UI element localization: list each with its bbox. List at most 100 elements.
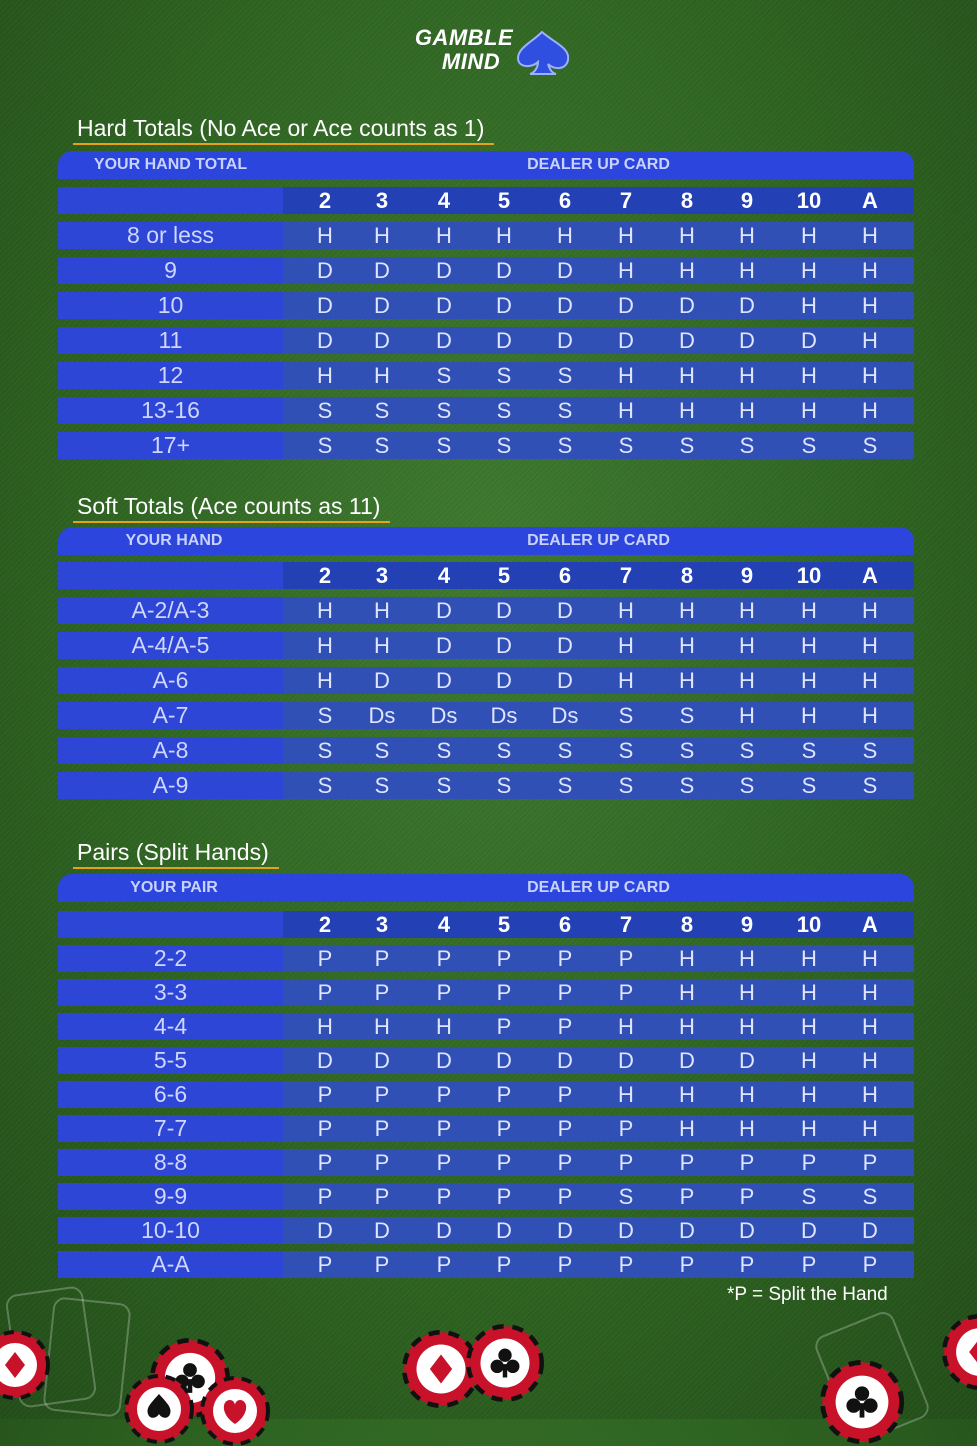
action-cell: P	[557, 1252, 573, 1277]
action-cell: H	[862, 668, 878, 693]
action-cell: S	[679, 703, 695, 728]
dealer-card-label: 4	[437, 563, 451, 588]
action-cell: S	[374, 738, 390, 763]
action-cell: D	[679, 1048, 695, 1073]
action-cell: D	[496, 1048, 512, 1073]
dealer-card-label: 7	[619, 912, 633, 937]
action-cell: P	[496, 1014, 512, 1039]
action-cell: S	[496, 738, 512, 763]
action-cell: H	[862, 293, 878, 318]
hand-label: 7-7	[58, 1115, 283, 1142]
action-cell: H	[862, 1116, 878, 1141]
dealer-card-label: 3	[375, 563, 389, 588]
action-cell: D	[801, 328, 817, 353]
action-cell: H	[862, 328, 878, 353]
action-cell: H	[801, 363, 817, 388]
action-cell: S	[436, 363, 452, 388]
action-cell: D	[557, 598, 573, 623]
action-cell: S	[374, 433, 390, 458]
action-cell: P	[496, 1150, 512, 1175]
dealer-card-cells: 2 3 4 5 6 7 8 9 10 A	[283, 187, 914, 214]
strategy-row: A-6 H D D D D H H H H H	[58, 667, 914, 694]
action-cell: D	[618, 1218, 634, 1243]
dealer-card-label: 9	[740, 563, 754, 588]
action-cell: H	[739, 633, 755, 658]
strategy-row: 11 D D D D D D D D D H	[58, 327, 914, 354]
action-cell: H	[679, 258, 695, 283]
dealer-card-label: 6	[558, 912, 572, 937]
action-cell: S	[374, 398, 390, 423]
logo-line-1: GAMBLE	[414, 25, 514, 50]
dealer-card-label: 6	[558, 563, 572, 588]
action-cell: H	[801, 980, 817, 1005]
action-cell: D	[739, 1048, 755, 1073]
dealer-card-label: 9	[740, 188, 754, 213]
action-cell: P	[801, 1252, 817, 1277]
strategy-row: A-7 S Ds Ds Ds Ds S S H H H	[58, 702, 914, 729]
action-cell: D	[496, 258, 512, 283]
strategy-row: 9 D D D D D H H H H H	[58, 257, 914, 284]
action-cell: P	[374, 1150, 390, 1175]
action-cell: Ds	[490, 703, 518, 728]
action-cell: H	[862, 598, 878, 623]
action-cell: H	[801, 946, 817, 971]
dealer-card-label: 10	[796, 563, 822, 588]
action-cell: D	[557, 1048, 573, 1073]
action-cell: H	[862, 1082, 878, 1107]
action-cell: H	[374, 1014, 390, 1039]
strategy-row: A-2/A-3 H H D D D H H H H H	[58, 597, 914, 624]
action-cell: P	[317, 1150, 333, 1175]
action-cell: D	[618, 1048, 634, 1073]
strategy-row: 10-10 D D D D D D D D D D	[58, 1217, 914, 1244]
dealer-card-label: A	[862, 912, 878, 937]
dealer-card-label: 10	[796, 912, 822, 937]
action-cell: P	[436, 980, 452, 1005]
action-cell: P	[374, 946, 390, 971]
action-cell: P	[618, 946, 634, 971]
strategy-row: 2-2 P P P P P P H H H H	[58, 945, 914, 972]
action-cell: Ds	[368, 703, 396, 728]
hand-label: 2-2	[58, 945, 283, 972]
action-cell: P	[801, 1150, 817, 1175]
action-cell: D	[679, 1218, 695, 1243]
action-cell: D	[374, 1048, 390, 1073]
action-cell: P	[317, 980, 333, 1005]
action-cell: H	[618, 1082, 634, 1107]
action-cell: D	[618, 293, 634, 318]
spade-icon	[516, 30, 570, 75]
action-cell: S	[436, 773, 452, 798]
pairs-title: Pairs (Split Hands)	[73, 838, 279, 869]
soft-table-header: YOUR HAND DEALER UP CARD	[58, 527, 914, 555]
action-cell: H	[679, 1116, 695, 1141]
action-cell: P	[317, 1252, 333, 1277]
action-cell: S	[436, 433, 452, 458]
action-cell: D	[679, 293, 695, 318]
action-cell: D	[496, 293, 512, 318]
dealer-card-label: 6	[558, 188, 572, 213]
action-cell: P	[557, 1014, 573, 1039]
action-cell: S	[739, 433, 755, 458]
poker-chip-spade-icon	[124, 1374, 194, 1444]
action-cell: H	[679, 398, 695, 423]
action-cell: D	[496, 1218, 512, 1243]
dealer-card-label: 3	[375, 912, 389, 937]
action-cell: H	[862, 363, 878, 388]
hand-label: 10-10	[58, 1217, 283, 1244]
action-cell: P	[436, 1150, 452, 1175]
pairs-left-header: YOUR PAIR	[130, 879, 218, 896]
action-cell: D	[317, 258, 333, 283]
hand-label: A-8	[58, 737, 283, 764]
action-cell: S	[618, 433, 634, 458]
hand-label: A-6	[58, 667, 283, 694]
hand-label: 4-4	[58, 1013, 283, 1040]
action-cell: D	[436, 668, 452, 693]
strategy-row: 8 or less H H H H H H H H H H	[58, 222, 914, 249]
dealer-card-label: 8	[680, 188, 694, 213]
action-cell: D	[374, 668, 390, 693]
action-cell: D	[317, 1048, 333, 1073]
